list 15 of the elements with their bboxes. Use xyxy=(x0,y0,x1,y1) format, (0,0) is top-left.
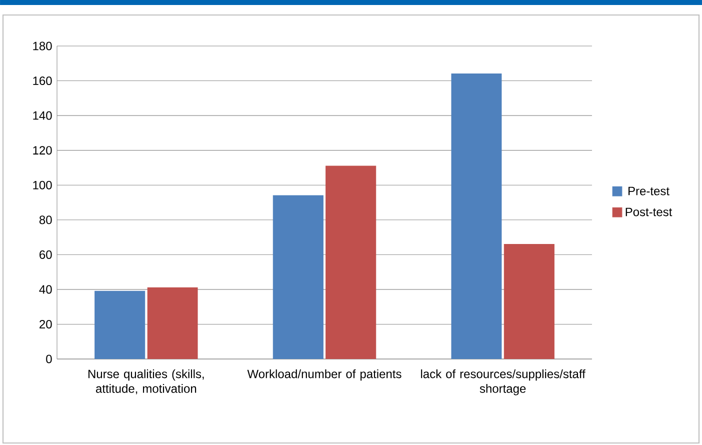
y-tick-label: 60 xyxy=(40,250,52,259)
y-tick-label: 140 xyxy=(33,111,52,120)
y-tick-label: 80 xyxy=(39,216,52,224)
y-tick-label: 100 xyxy=(33,180,52,190)
legend-label: Post-test xyxy=(626,208,672,216)
y-tick-label: 160 xyxy=(33,76,52,86)
y-tick-label: 20 xyxy=(40,320,52,328)
y-tick-label: 180 xyxy=(33,42,52,50)
y-tick-label: 40 xyxy=(39,285,52,294)
x-tick-label: Workload/number of patients xyxy=(247,369,402,381)
y-tick-label: 120 xyxy=(33,146,52,155)
x-tick-label: Nurse qualities (skills, attitude, motivation xyxy=(88,369,204,394)
x-tick-label: lack of resources/supplies/staff shortage xyxy=(421,369,586,396)
legend-label: Pre-test xyxy=(628,186,670,196)
y-tick-label: 0 xyxy=(46,354,52,364)
